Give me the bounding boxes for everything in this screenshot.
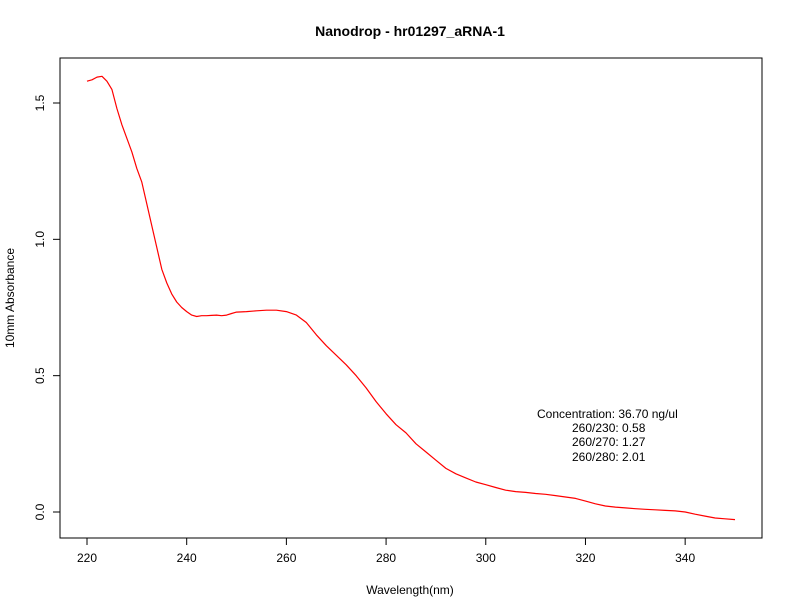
x-axis-label: Wavelength(nm) (366, 583, 454, 597)
annotation-block: Concentration: 36.70 ng/ul 260/230: 0.58… (537, 407, 678, 464)
x-tick-label: 340 (675, 551, 695, 565)
y-tick-label: 1.5 (33, 94, 47, 111)
y-tick-label: 1.0 (33, 231, 47, 248)
annotation-260-270: 260/270: 1.27 (572, 435, 646, 449)
y-tick-label: 0.5 (33, 367, 47, 384)
x-tick-label: 280 (376, 551, 396, 565)
x-tick-label: 260 (276, 551, 296, 565)
series-layer (86, 75, 736, 521)
absorbance-series-line (86, 75, 736, 521)
x-tick-label: 240 (177, 551, 197, 565)
x-tick-label: 300 (476, 551, 496, 565)
plot-frame (59, 57, 763, 539)
x-tick-label: 320 (575, 551, 595, 565)
x-axis: 220 240 260 280 300 320 340 (77, 537, 695, 565)
y-axis-label: 10mm Absorbance (3, 248, 17, 348)
x-tick-label: 220 (77, 551, 97, 565)
annotation-concentration: Concentration: 36.70 ng/ul (537, 407, 678, 421)
annotation-260-230: 260/230: 0.58 (572, 421, 646, 435)
annotation-260-280: 260/280: 2.01 (572, 450, 646, 464)
chart-title: Nanodrop - hr01297_aRNA-1 (315, 23, 505, 39)
y-tick-label: 0.0 (33, 503, 47, 520)
y-axis: 0.0 0.5 1.0 1.5 (33, 94, 61, 520)
